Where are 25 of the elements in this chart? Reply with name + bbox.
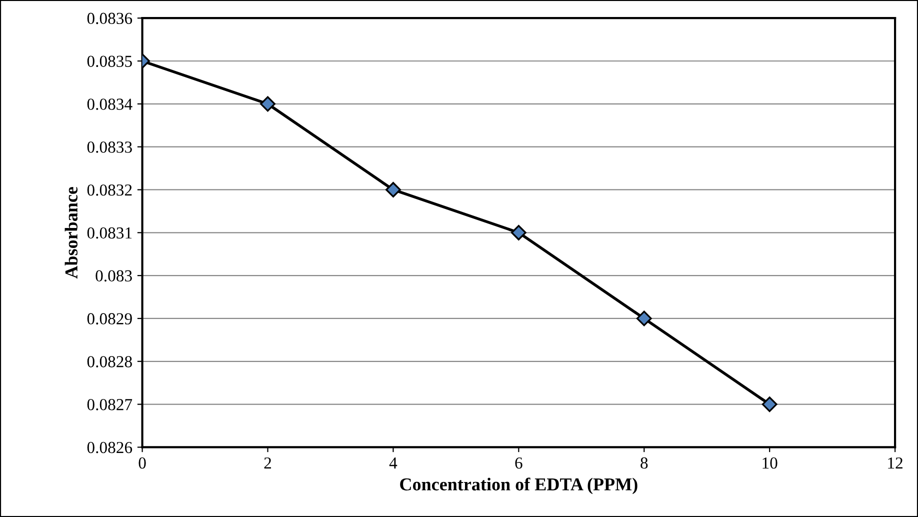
point	[762, 396, 778, 412]
point	[260, 96, 276, 112]
point	[636, 310, 652, 326]
y-axis-title: Absorbance	[64, 186, 78, 279]
point	[386, 182, 401, 198]
y-tick-label: 0.0831	[87, 227, 132, 239]
x-tick-label: 10	[762, 457, 778, 469]
y-tick-label: 0.0826	[87, 442, 132, 454]
point	[510, 224, 526, 240]
y-tick-label: 0.0827	[87, 398, 132, 410]
y-tick-label: 0.0835	[87, 56, 132, 68]
x-tick-label: 2	[264, 457, 271, 468]
x-tick-label: 8	[640, 457, 648, 469]
x-tick-label: 12	[888, 457, 902, 468]
x-axis-title: Concentration of EDTA (PPM)	[400, 478, 638, 494]
y-tick-label: 0.0834	[87, 98, 132, 110]
y-tick-label: 0.0836	[87, 12, 132, 24]
y-tick-label: 0.0833	[87, 142, 132, 153]
y-tick-label: 0.083	[96, 270, 132, 282]
x-tick-label: 4	[389, 458, 398, 468]
y-tick-label: 0.0828	[87, 356, 132, 368]
x-tick-label: 6	[515, 457, 522, 469]
y-tick-label: 0.0832	[87, 184, 132, 196]
x-tick-label: 0	[138, 457, 146, 469]
y-tick-label: 0.0829	[87, 313, 132, 324]
